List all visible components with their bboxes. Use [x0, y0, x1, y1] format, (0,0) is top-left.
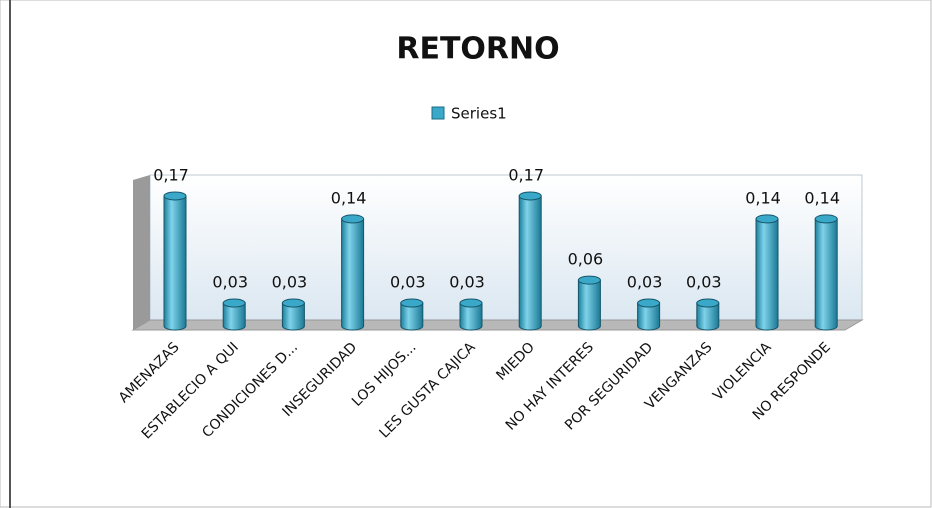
data-label: 0,03 — [390, 273, 426, 292]
bar-top — [518, 191, 542, 201]
bar — [577, 279, 601, 331]
bar-top — [341, 214, 365, 224]
data-label: 0,14 — [804, 188, 840, 207]
bar — [400, 302, 424, 331]
side-wall — [133, 175, 150, 330]
data-label: 0,14 — [331, 188, 367, 207]
bar — [341, 218, 365, 331]
bar — [459, 302, 483, 331]
data-label: 0,03 — [212, 273, 248, 292]
bar-top — [637, 298, 661, 308]
bar — [222, 302, 246, 331]
bar — [281, 302, 305, 331]
bar-top — [577, 275, 601, 285]
bar-top — [814, 214, 838, 224]
data-label: 0,03 — [449, 273, 485, 292]
bar-top — [163, 191, 187, 201]
bar-top — [696, 298, 720, 308]
data-label: 0,17 — [153, 165, 189, 184]
bar — [518, 195, 542, 331]
bar-top — [281, 298, 305, 308]
data-label: 0,06 — [568, 250, 604, 269]
data-label: 0,03 — [627, 273, 663, 292]
back-wall — [149, 174, 863, 321]
data-label: 0,03 — [686, 273, 722, 292]
data-label: 0,17 — [508, 165, 544, 184]
legend-label: Series1 — [451, 105, 507, 123]
bar-top — [755, 214, 779, 224]
bar — [637, 302, 661, 331]
floor — [131, 319, 864, 331]
bar — [814, 218, 838, 331]
legend-swatch — [431, 106, 445, 120]
bar-top — [222, 298, 246, 308]
data-label: 0,14 — [745, 188, 781, 207]
bar — [755, 218, 779, 331]
legend: Series1 — [431, 105, 507, 123]
chart-title: RETORNO — [396, 32, 559, 67]
bar — [163, 195, 187, 331]
bar — [696, 302, 720, 331]
bar-top — [459, 298, 483, 308]
bar-top — [400, 298, 424, 308]
data-label: 0,03 — [272, 273, 308, 292]
